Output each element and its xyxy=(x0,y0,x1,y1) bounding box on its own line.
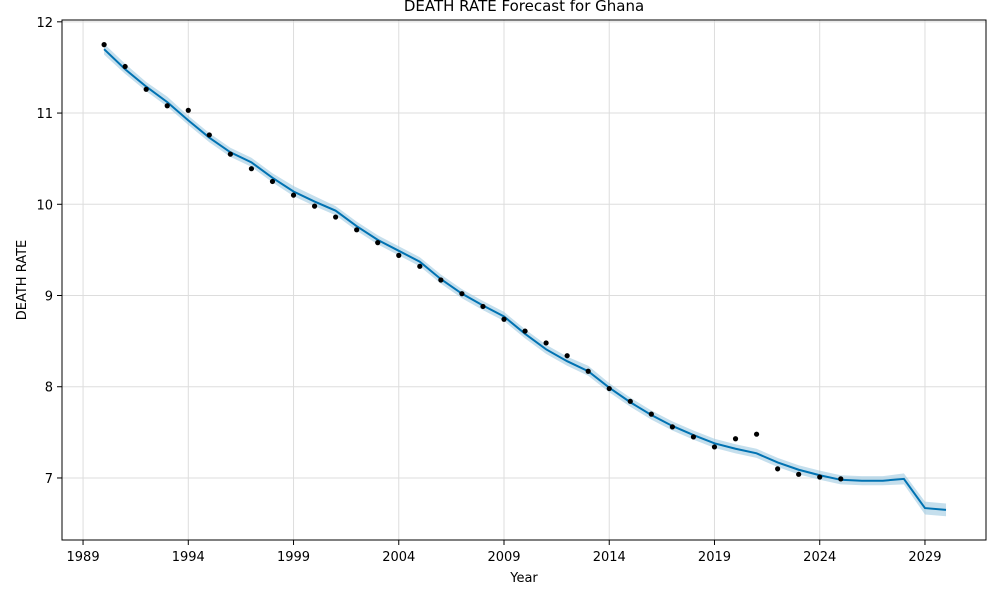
observed-point xyxy=(354,227,360,233)
observed-point xyxy=(564,353,570,359)
observed-point xyxy=(606,385,612,392)
observed-point xyxy=(396,252,402,258)
observed-point xyxy=(817,474,823,480)
x-tick-label: 2014 xyxy=(593,550,626,565)
observed-point xyxy=(753,431,760,437)
x-tick-label: 1989 xyxy=(67,550,100,565)
plot-frame xyxy=(61,19,987,541)
observed-point xyxy=(459,291,465,297)
observed-point xyxy=(333,214,339,220)
observed-point xyxy=(290,192,297,198)
y-tick-label: 11 xyxy=(36,107,53,122)
x-tick-label: 2029 xyxy=(908,550,941,565)
observed-point xyxy=(227,151,233,157)
observed-points xyxy=(101,42,844,482)
y-axis-ticks: 7 8 9 10 11 12 xyxy=(36,16,62,487)
observed-point xyxy=(522,328,528,334)
x-tick-label: 2004 xyxy=(382,550,415,565)
observed-point xyxy=(206,132,212,138)
observed-point xyxy=(185,107,191,113)
observed-point xyxy=(627,398,633,404)
observed-point xyxy=(543,340,549,346)
y-tick-label: 10 xyxy=(36,198,53,213)
observed-point xyxy=(101,42,107,48)
observed-point xyxy=(796,471,802,477)
x-tick-label: 1999 xyxy=(277,550,310,565)
observed-point xyxy=(417,263,423,269)
forecast-line xyxy=(103,48,947,511)
chart-title: DEATH RATE Forecast for Ghana xyxy=(404,0,644,15)
observed-point xyxy=(248,166,255,172)
y-tick-label: 12 xyxy=(36,16,53,31)
observed-point xyxy=(711,444,718,450)
x-tick-label: 2019 xyxy=(698,550,731,565)
observed-point xyxy=(438,277,444,283)
observed-point xyxy=(669,424,675,430)
y-tick-label: 8 xyxy=(45,381,53,396)
observed-point xyxy=(164,103,170,109)
y-tick-label: 7 xyxy=(45,472,53,487)
x-tick-label: 1994 xyxy=(172,550,205,565)
observed-point xyxy=(690,434,697,440)
y-axis-label: DEATH RATE xyxy=(15,240,30,321)
observed-point xyxy=(648,411,654,417)
x-axis-label: Year xyxy=(509,571,538,586)
y-tick-label: 9 xyxy=(45,290,53,305)
plot-background xyxy=(62,20,986,540)
observed-point xyxy=(143,86,149,92)
x-axis-ticks: 1989 1994 1999 2004 2009 2014 2019 2024 2029 xyxy=(67,540,942,565)
observed-point xyxy=(311,203,318,209)
observed-point xyxy=(501,316,507,322)
observed-point xyxy=(732,436,739,442)
x-tick-label: 2009 xyxy=(487,550,520,565)
observed-point xyxy=(269,178,276,185)
observed-point xyxy=(480,303,486,310)
observed-point xyxy=(375,240,381,246)
observed-point xyxy=(585,368,591,374)
observed-point xyxy=(122,63,128,70)
observed-point xyxy=(838,476,844,482)
x-tick-label: 2024 xyxy=(803,550,836,565)
observed-point xyxy=(775,466,781,472)
